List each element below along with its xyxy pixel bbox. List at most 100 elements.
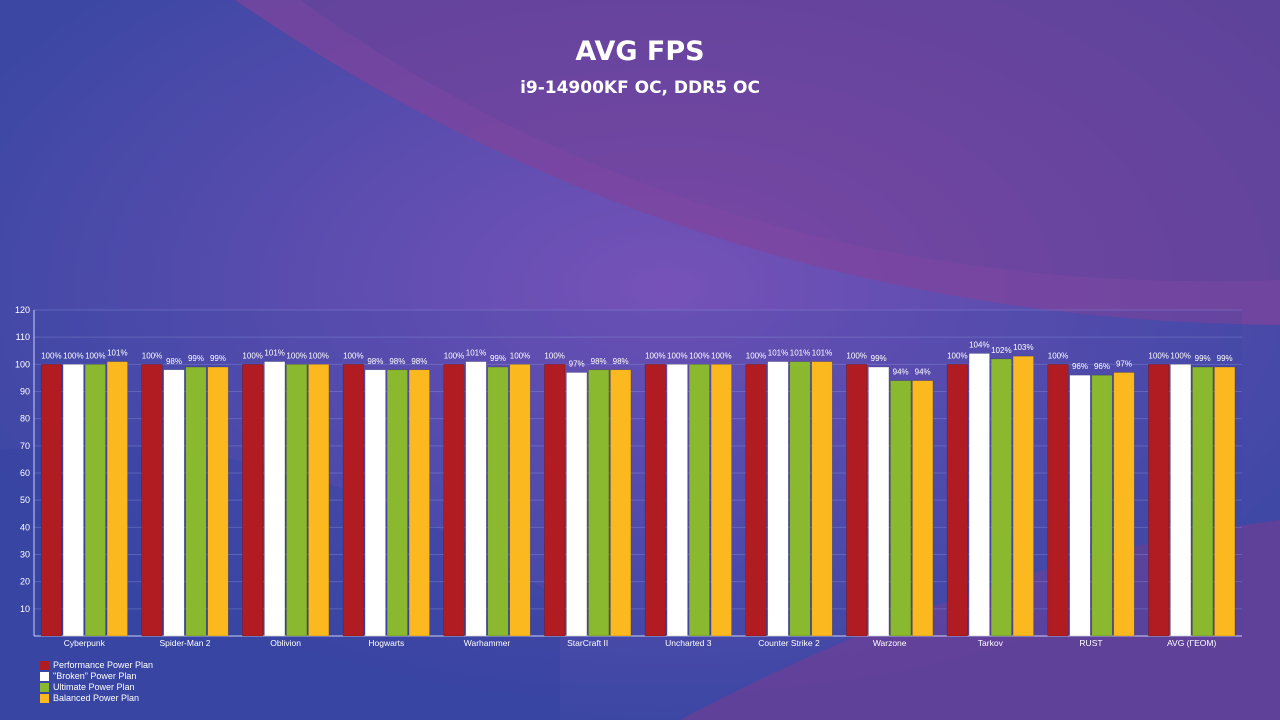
data-label: 100% <box>645 351 665 360</box>
x-tick-label: Cyberpunk <box>64 638 106 648</box>
data-label: 100% <box>711 351 731 360</box>
legend: Performance Power Plan "Broken" Power Pl… <box>40 660 153 704</box>
bar <box>1091 374 1113 637</box>
legend-item-ultimate: Ultimate Power Plan <box>40 682 153 693</box>
data-label: 99% <box>1217 354 1233 363</box>
bar <box>846 364 868 637</box>
x-tick-label: Warzone <box>873 638 907 648</box>
data-label: 100% <box>308 351 328 360</box>
data-label: 100% <box>41 351 61 360</box>
bar <box>242 364 264 637</box>
bar <box>566 372 588 637</box>
bar <box>185 366 207 637</box>
data-label: 100% <box>746 351 766 360</box>
data-label: 102% <box>991 346 1011 355</box>
bar <box>1012 355 1034 637</box>
y-tick-label: 100 <box>15 359 30 369</box>
y-tick-label: 30 <box>20 550 30 560</box>
data-label: 98% <box>166 357 182 366</box>
x-tick-label: Warhammer <box>464 638 511 648</box>
y-tick-label: 80 <box>20 414 30 424</box>
y-tick-label: 20 <box>20 577 30 587</box>
background-swoosh-top <box>235 0 1280 325</box>
bar <box>1214 366 1236 637</box>
legend-swatch-performance <box>40 661 49 670</box>
data-label: 100% <box>1048 351 1068 360</box>
data-label: 100% <box>286 351 306 360</box>
bar <box>968 353 990 637</box>
x-tick-label: RUST <box>1079 638 1102 648</box>
legend-item-performance: Performance Power Plan <box>40 660 153 671</box>
legend-item-broken: "Broken" Power Plan <box>40 671 153 682</box>
legend-swatch-balanced <box>40 694 49 703</box>
bar <box>789 361 811 637</box>
bar <box>487 366 509 637</box>
bar <box>163 369 185 637</box>
data-label: 94% <box>893 368 909 377</box>
bar <box>408 369 430 637</box>
bar <box>912 380 934 637</box>
bar <box>465 361 487 637</box>
data-label: 96% <box>1072 362 1088 371</box>
bar <box>386 369 408 637</box>
data-label: 100% <box>444 351 464 360</box>
data-label: 104% <box>969 340 989 349</box>
bar <box>342 364 364 637</box>
bar <box>811 361 833 637</box>
data-label: 99% <box>210 354 226 363</box>
y-tick-label: 10 <box>20 604 30 614</box>
data-label: 101% <box>466 349 486 358</box>
legend-label-broken: "Broken" Power Plan <box>53 671 137 681</box>
x-tick-label: Counter Strike 2 <box>758 638 820 648</box>
bar <box>610 369 632 637</box>
y-tick-label: 40 <box>20 522 30 532</box>
data-label: 97% <box>1116 359 1132 368</box>
data-label: 96% <box>1094 362 1110 371</box>
data-label: 101% <box>812 349 832 358</box>
data-label: 100% <box>947 351 967 360</box>
bar <box>745 364 767 637</box>
bar <box>767 361 789 637</box>
data-label: 98% <box>591 357 607 366</box>
bar <box>106 361 128 637</box>
data-label: 94% <box>915 368 931 377</box>
bar <box>688 364 710 637</box>
data-label: 100% <box>343 351 363 360</box>
x-tick-label: AVG (ГЕОМ) <box>1167 638 1216 648</box>
data-label: 101% <box>107 349 127 358</box>
data-label: 100% <box>689 351 709 360</box>
bar <box>544 364 566 637</box>
bar <box>308 364 330 637</box>
x-tick-label: Spider-Man 2 <box>159 638 210 648</box>
bar <box>588 369 610 637</box>
x-tick-label: StarCraft II <box>567 638 608 648</box>
bar <box>62 364 84 637</box>
bar <box>286 364 308 637</box>
bar <box>141 364 163 637</box>
y-tick-label: 110 <box>16 332 30 342</box>
x-tick-label: Oblivion <box>270 638 301 648</box>
legend-label-balanced: Balanced Power Plan <box>53 693 140 703</box>
bar <box>84 364 106 637</box>
data-label: 99% <box>490 354 506 363</box>
bar <box>710 364 732 637</box>
data-label: 98% <box>367 357 383 366</box>
data-label: 100% <box>544 351 564 360</box>
y-tick-label: 60 <box>20 468 30 478</box>
bar <box>207 366 229 637</box>
data-label: 98% <box>411 357 427 366</box>
data-label: 103% <box>1013 343 1033 352</box>
data-label: 101% <box>768 349 788 358</box>
data-label: 99% <box>1195 354 1211 363</box>
data-label: 101% <box>790 349 810 358</box>
bar <box>644 364 666 637</box>
chart-subtitle: i9-14900KF OC, DDR5 OC <box>520 78 760 98</box>
bar <box>40 364 62 637</box>
legend-swatch-broken <box>40 672 49 681</box>
bar <box>264 361 286 637</box>
y-tick-label: 70 <box>20 441 30 451</box>
data-label: 100% <box>1148 351 1168 360</box>
data-label: 100% <box>142 351 162 360</box>
data-label: 100% <box>846 351 866 360</box>
